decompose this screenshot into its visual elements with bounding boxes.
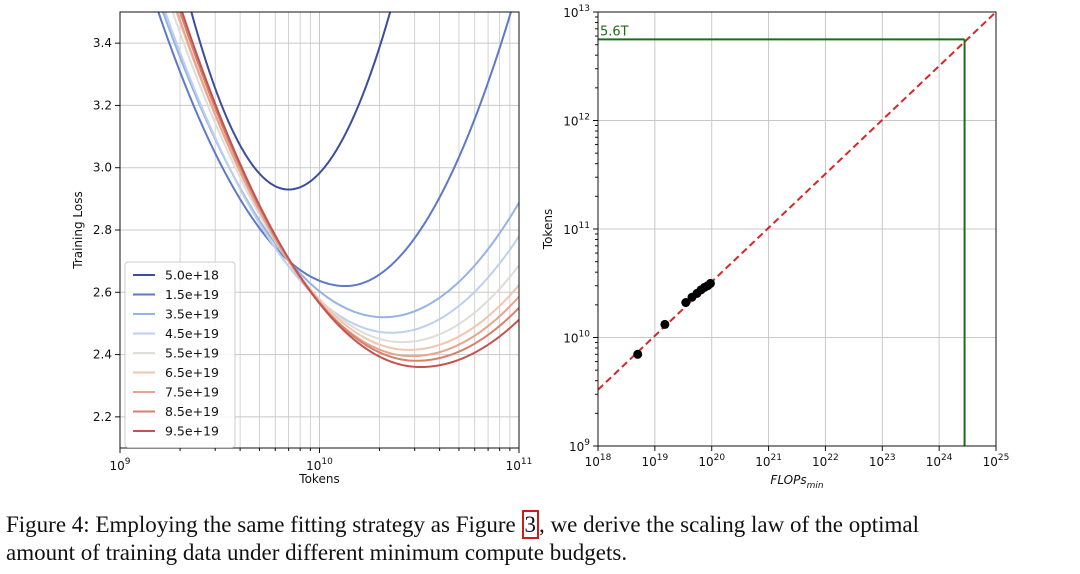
x-tick-label: 1023 bbox=[869, 453, 896, 469]
y-axis-label: Training Loss bbox=[71, 191, 85, 269]
legend-label: 9.5e+19 bbox=[165, 424, 219, 439]
legend-label: 6.5e+19 bbox=[165, 365, 219, 380]
x-tick-label: 1018 bbox=[585, 453, 612, 469]
target-label: 5.6T bbox=[600, 24, 629, 39]
data-point bbox=[681, 298, 691, 308]
y-axis-label: Tokens bbox=[541, 209, 555, 250]
legend-label: 5.0e+18 bbox=[165, 268, 219, 283]
y-tick-label: 2.6 bbox=[93, 285, 112, 299]
x-axis-label: FLOPsmin bbox=[770, 473, 823, 491]
x-tick-label: 1019 bbox=[641, 453, 668, 469]
caption-line1-part-a: Figure 4: Employing the same fitting str… bbox=[6, 512, 522, 537]
y-tick-label: 3.2 bbox=[93, 98, 112, 112]
loss-curve-9.5e+19 bbox=[181, 12, 519, 369]
loss-curve-5.0e+18 bbox=[190, 12, 392, 191]
caption-line1-part-b: , we derive the scaling law of the optim… bbox=[539, 512, 920, 537]
curves-group bbox=[157, 12, 519, 369]
loss-vs-tokens-chart: 109 1010 1011 2.2 2.4 2.6 2.8 3.0 3.2 3.4 Tokens Tr… bbox=[71, 11, 533, 486]
loss-curve-1.5e+19 bbox=[157, 12, 512, 288]
x-tick-label: 1010 bbox=[306, 457, 333, 473]
data-point bbox=[633, 349, 643, 359]
legend-box bbox=[124, 261, 236, 448]
y-tick-label: 3.4 bbox=[93, 36, 112, 50]
y-tick-label: 109 bbox=[569, 438, 590, 454]
data-point bbox=[705, 278, 715, 288]
y-tick-label: 2.8 bbox=[93, 223, 112, 237]
x-tick-label: 109 bbox=[109, 457, 130, 473]
x-tick-label: 1024 bbox=[926, 453, 953, 469]
y-tick-label: 3.0 bbox=[93, 161, 112, 175]
fit-line bbox=[598, 12, 996, 391]
loss-curve-3.5e+19 bbox=[161, 12, 519, 319]
x-tick-label: 1011 bbox=[506, 457, 533, 473]
legend-label: 5.5e+19 bbox=[165, 346, 219, 361]
legend-label: 4.5e+19 bbox=[165, 326, 219, 341]
x-axis-label: Tokens bbox=[298, 472, 339, 486]
figure-caption: Figure 4: Employing the same fitting str… bbox=[6, 510, 1080, 567]
tokens-vs-flops-chart: 5.6T 1018 1019 1020 1021 1022 1023 1024 1025 109 1… bbox=[541, 4, 1010, 491]
y-tick-label: 1010 bbox=[563, 330, 590, 346]
y-tick-label: 1012 bbox=[563, 113, 590, 129]
x-tick-label: 1025 bbox=[983, 453, 1010, 469]
x-tick-label: 1022 bbox=[812, 453, 839, 469]
caption-line2: amount of training data under different … bbox=[6, 540, 628, 565]
legend-label: 1.5e+19 bbox=[165, 287, 219, 302]
x-tick-label: 1021 bbox=[755, 453, 782, 469]
legend-label: 8.5e+19 bbox=[165, 404, 219, 419]
data-point bbox=[660, 319, 670, 329]
x-tick-label: 1020 bbox=[698, 453, 725, 469]
y-tick-label: 2.2 bbox=[93, 410, 112, 424]
marks-group bbox=[598, 12, 996, 446]
y-tick-label: 2.4 bbox=[93, 348, 112, 362]
y-tick-label: 1013 bbox=[563, 4, 590, 20]
legend-label: 3.5e+19 bbox=[165, 307, 219, 322]
legend-label: 7.5e+19 bbox=[165, 385, 219, 400]
y-tick-label: 1011 bbox=[563, 221, 590, 237]
figure-ref-link[interactable]: 3 bbox=[521, 510, 540, 539]
